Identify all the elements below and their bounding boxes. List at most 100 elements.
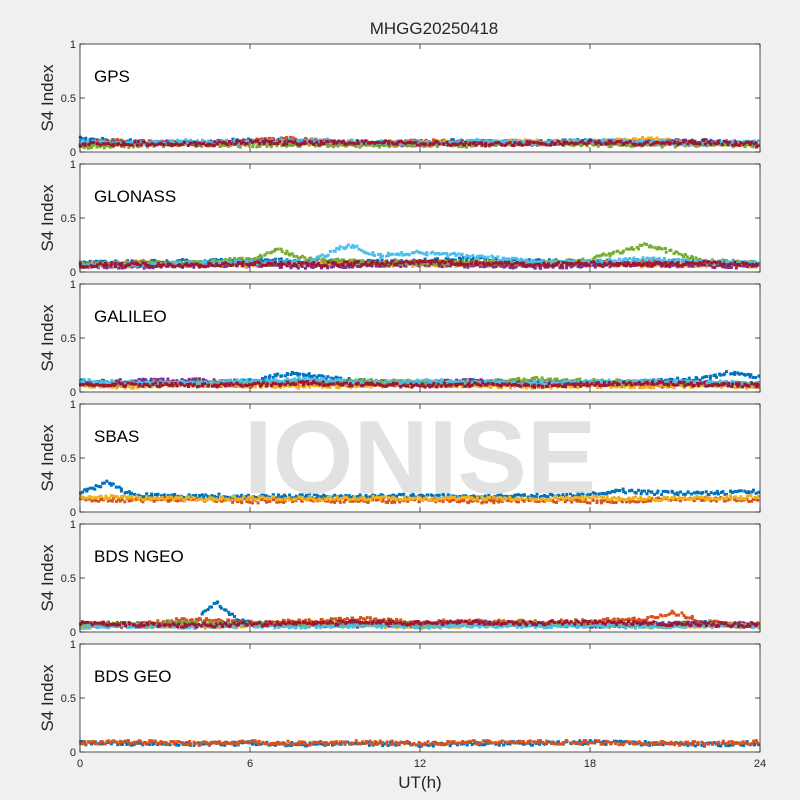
data-point bbox=[716, 139, 720, 143]
data-point bbox=[718, 260, 722, 264]
data-point bbox=[424, 144, 428, 148]
data-point bbox=[265, 251, 269, 255]
data-point bbox=[231, 137, 235, 141]
data-point bbox=[314, 142, 318, 146]
data-point bbox=[109, 143, 113, 147]
data-point bbox=[536, 141, 540, 145]
data-point bbox=[528, 140, 532, 144]
data-point bbox=[513, 141, 517, 145]
data-point bbox=[642, 138, 646, 142]
data-point bbox=[444, 257, 448, 261]
data-point bbox=[589, 262, 593, 266]
data-point bbox=[349, 262, 353, 266]
data-point bbox=[95, 259, 99, 263]
data-point bbox=[362, 141, 366, 145]
data-point bbox=[389, 252, 393, 256]
data-point bbox=[429, 261, 433, 265]
data-point bbox=[673, 141, 677, 145]
data-point bbox=[427, 259, 431, 263]
data-point bbox=[462, 256, 466, 260]
data-point bbox=[80, 136, 84, 140]
data-point bbox=[190, 143, 194, 147]
data-point bbox=[306, 264, 310, 268]
data-point bbox=[558, 142, 562, 146]
data-point bbox=[120, 139, 124, 143]
data-point bbox=[644, 242, 648, 246]
data-point bbox=[737, 143, 741, 147]
data-point bbox=[228, 257, 232, 261]
data-point bbox=[207, 139, 211, 143]
series-6 bbox=[78, 259, 759, 269]
data-point bbox=[549, 139, 553, 143]
data-point bbox=[297, 256, 301, 260]
data-point bbox=[273, 262, 277, 266]
data-point bbox=[292, 262, 296, 266]
data-point bbox=[718, 140, 722, 144]
data-point bbox=[304, 137, 308, 141]
data-point bbox=[387, 140, 391, 144]
data-point bbox=[326, 137, 330, 141]
data-point bbox=[330, 139, 334, 143]
data-point bbox=[336, 142, 340, 146]
data-point bbox=[605, 140, 609, 144]
data-point bbox=[297, 143, 301, 147]
data-point bbox=[407, 253, 411, 257]
data-point bbox=[677, 252, 681, 256]
data-point bbox=[585, 138, 589, 142]
data-point bbox=[229, 263, 233, 267]
data-point bbox=[176, 259, 180, 263]
data-point bbox=[262, 378, 266, 382]
data-point bbox=[225, 142, 229, 146]
data-point bbox=[515, 258, 519, 262]
data-point bbox=[382, 264, 386, 268]
data-point bbox=[518, 138, 522, 142]
data-point bbox=[504, 139, 508, 143]
data-point bbox=[542, 261, 546, 265]
data-point bbox=[394, 252, 398, 256]
data-point bbox=[584, 264, 588, 268]
data-point bbox=[123, 264, 127, 268]
data-point bbox=[187, 264, 191, 268]
data-point bbox=[616, 249, 620, 253]
data-point bbox=[312, 142, 316, 146]
data-point bbox=[122, 143, 126, 147]
data-point bbox=[646, 140, 650, 144]
data-point bbox=[312, 374, 316, 378]
data-point bbox=[636, 139, 640, 143]
data-point bbox=[494, 261, 498, 265]
data-point bbox=[690, 261, 694, 265]
data-point bbox=[633, 142, 637, 146]
data-point bbox=[302, 262, 306, 266]
data-point bbox=[491, 143, 495, 147]
data-point bbox=[268, 374, 272, 378]
data-point bbox=[448, 140, 452, 144]
data-point bbox=[215, 264, 219, 268]
data-point bbox=[604, 253, 608, 257]
data-point bbox=[310, 258, 314, 262]
data-point bbox=[672, 252, 676, 256]
data-point bbox=[736, 259, 740, 263]
data-point bbox=[116, 142, 120, 146]
data-point bbox=[209, 143, 213, 147]
data-point bbox=[721, 258, 725, 262]
data-point bbox=[339, 259, 343, 263]
data-point bbox=[255, 264, 259, 268]
data-point bbox=[224, 141, 228, 145]
data-point bbox=[335, 141, 339, 145]
data-point bbox=[584, 140, 588, 144]
data-point bbox=[287, 139, 291, 143]
data-point bbox=[596, 254, 600, 258]
data-point bbox=[608, 254, 612, 258]
data-point bbox=[102, 265, 106, 269]
data-point bbox=[664, 261, 668, 265]
data-point bbox=[650, 259, 654, 263]
data-point bbox=[144, 264, 148, 268]
data-point bbox=[112, 142, 116, 146]
data-point bbox=[399, 142, 403, 146]
data-point bbox=[657, 143, 661, 147]
data-point bbox=[334, 258, 338, 262]
data-point bbox=[719, 262, 723, 266]
data-point bbox=[380, 141, 384, 145]
data-point bbox=[454, 253, 458, 257]
data-point bbox=[728, 264, 732, 268]
